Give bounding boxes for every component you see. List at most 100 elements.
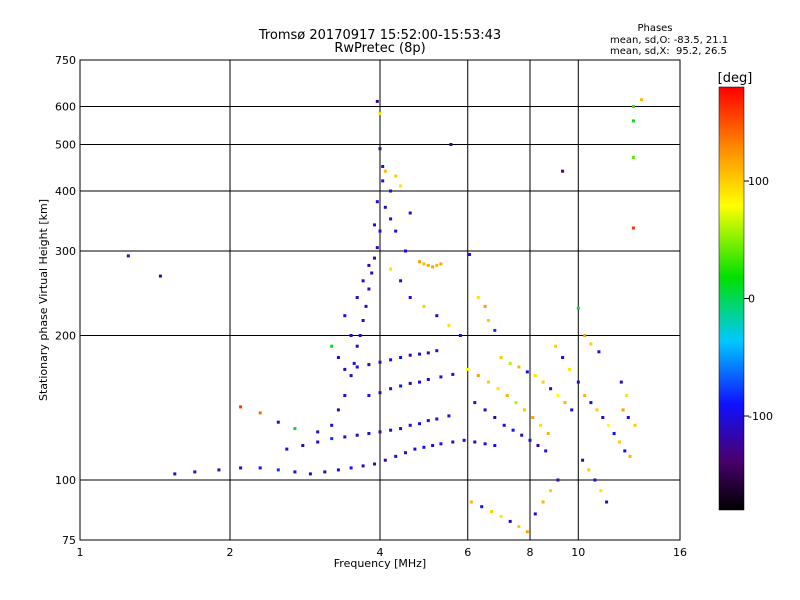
data-point bbox=[285, 447, 289, 451]
data-point bbox=[549, 489, 553, 493]
data-point bbox=[583, 334, 587, 337]
x-tick-label: 2 bbox=[227, 546, 234, 559]
data-point bbox=[435, 349, 439, 353]
data-point bbox=[239, 466, 243, 470]
data-point bbox=[605, 500, 609, 504]
data-point bbox=[389, 387, 393, 391]
data-point bbox=[476, 296, 480, 299]
data-point bbox=[631, 105, 635, 108]
data-point bbox=[523, 408, 526, 412]
data-point bbox=[493, 416, 497, 419]
data-point bbox=[355, 365, 359, 369]
data-point bbox=[361, 319, 365, 322]
data-point bbox=[343, 314, 347, 318]
data-point bbox=[625, 394, 629, 397]
x-tick-label: 10 bbox=[571, 546, 585, 559]
data-point bbox=[330, 344, 334, 348]
data-point bbox=[258, 466, 262, 470]
data-point bbox=[418, 422, 421, 426]
data-point bbox=[364, 304, 368, 308]
data-point bbox=[378, 229, 382, 233]
data-point bbox=[323, 470, 327, 474]
data-point bbox=[276, 468, 280, 472]
data-point bbox=[375, 200, 379, 204]
data-point bbox=[476, 374, 480, 378]
data-point bbox=[378, 112, 382, 116]
data-point bbox=[546, 432, 550, 435]
data-point bbox=[568, 367, 571, 371]
data-point bbox=[426, 419, 430, 423]
data-point bbox=[539, 423, 543, 427]
data-point bbox=[469, 500, 473, 504]
data-point bbox=[408, 381, 412, 385]
data-point bbox=[389, 217, 393, 221]
data-point bbox=[301, 444, 305, 447]
x-tick-labels: 1 2 4 6 8 10 16 bbox=[77, 546, 688, 559]
data-point bbox=[381, 165, 385, 168]
data-point bbox=[367, 363, 371, 367]
data-point bbox=[355, 433, 359, 437]
data-point bbox=[499, 514, 503, 518]
data-point bbox=[349, 334, 353, 337]
data-point bbox=[355, 296, 359, 299]
x-tick-label: 16 bbox=[673, 546, 687, 559]
data-point bbox=[451, 440, 455, 444]
data-point bbox=[373, 223, 376, 227]
data-point bbox=[378, 147, 382, 151]
data-point bbox=[422, 262, 426, 266]
data-point bbox=[431, 265, 435, 269]
data-point bbox=[399, 427, 403, 431]
data-point bbox=[373, 256, 376, 260]
data-point bbox=[589, 342, 593, 346]
data-point bbox=[422, 304, 426, 308]
data-point bbox=[308, 472, 312, 476]
data-point bbox=[193, 470, 197, 474]
data-point bbox=[173, 472, 177, 476]
chart-title: Tromsø 20170917 15:52:00-15:53:43 bbox=[258, 28, 501, 43]
data-point bbox=[336, 468, 340, 472]
data-point bbox=[426, 378, 430, 381]
data-point bbox=[435, 417, 439, 421]
data-point bbox=[589, 401, 593, 405]
data-point bbox=[330, 437, 334, 441]
data-point bbox=[493, 444, 497, 447]
data-point bbox=[408, 353, 412, 357]
data-point bbox=[276, 420, 280, 424]
data-point bbox=[367, 432, 371, 435]
y-tick-label: 100 bbox=[55, 474, 76, 487]
data-point bbox=[544, 449, 548, 453]
data-point bbox=[418, 352, 421, 356]
y-tick-labels: 75 100 200 300 400 500 600 750 bbox=[55, 54, 76, 547]
colorbar-tick-label: -100 bbox=[748, 410, 773, 423]
y-tick-label: 600 bbox=[55, 101, 76, 114]
colorbar-label: [deg] bbox=[718, 71, 753, 86]
data-point bbox=[349, 466, 353, 470]
data-point bbox=[389, 267, 393, 271]
data-point bbox=[517, 525, 521, 528]
data-point bbox=[316, 440, 320, 444]
data-point bbox=[431, 444, 435, 447]
x-tick-label: 4 bbox=[377, 546, 384, 559]
data-point bbox=[435, 263, 439, 267]
data-point bbox=[525, 370, 529, 374]
data-point bbox=[399, 356, 403, 359]
data-point bbox=[556, 394, 560, 397]
x-tick-label: 6 bbox=[464, 546, 471, 559]
data-point bbox=[554, 344, 557, 348]
data-point bbox=[531, 416, 535, 419]
data-point bbox=[601, 416, 605, 419]
grid bbox=[80, 60, 680, 540]
data-point bbox=[383, 458, 387, 462]
data-point bbox=[361, 464, 365, 468]
data-point bbox=[533, 512, 537, 516]
data-point bbox=[349, 374, 353, 378]
data-point bbox=[528, 438, 532, 442]
data-point bbox=[587, 468, 591, 472]
y-tick-label: 300 bbox=[55, 245, 76, 258]
data-point bbox=[621, 408, 625, 412]
data-point bbox=[435, 314, 439, 318]
x-axis-label: Frequency [MHz] bbox=[334, 557, 426, 570]
data-point bbox=[352, 361, 356, 365]
data-point bbox=[378, 430, 382, 434]
data-points bbox=[126, 98, 644, 534]
